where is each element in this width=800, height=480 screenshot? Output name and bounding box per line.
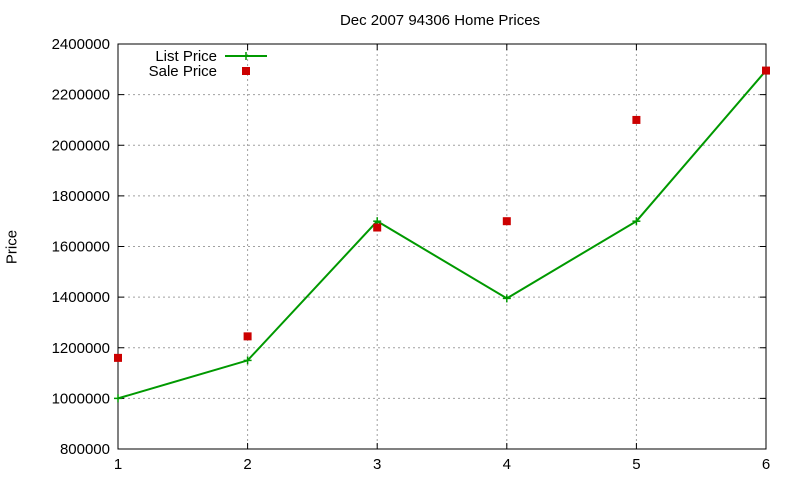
legend-marker (242, 52, 250, 60)
chart-title: Dec 2007 94306 Home Prices (339, 12, 541, 29)
tick-label-y: 2200000 (52, 87, 110, 104)
data-point (632, 217, 641, 226)
series-layer (114, 66, 770, 403)
data-point (502, 294, 511, 303)
tick-label-y: 2400000 (52, 36, 110, 53)
tick-label-y: 800000 (60, 441, 110, 458)
data-point (762, 66, 770, 75)
tick-label-y: 1600000 (52, 239, 110, 256)
tick-label-x: 4 (503, 456, 511, 473)
legend-marker (242, 67, 250, 75)
legend-label: Sale Price (149, 63, 217, 80)
tick-label-y: 1200000 (52, 340, 110, 357)
series-line (117, 69, 767, 400)
data-point (114, 394, 122, 403)
tick-label-x: 2 (243, 456, 251, 473)
data-point (373, 223, 382, 232)
tick-label-y: 1000000 (52, 390, 110, 407)
grid-lines (118, 44, 766, 449)
tick-label-x: 1 (114, 456, 122, 473)
data-point (243, 332, 252, 341)
axis-ticks: 800000 1000000 1200000 1400000 1600000 180000… (52, 36, 771, 473)
tick-label-y: 1400000 (52, 289, 110, 306)
tick-label-y: 1800000 (52, 188, 110, 205)
data-point (243, 356, 252, 365)
data-point (114, 353, 122, 362)
data-point (632, 115, 641, 124)
tick-label-x: 6 (762, 456, 770, 473)
tick-label-y: 2000000 (52, 137, 110, 154)
tick-label-x: 3 (373, 456, 381, 473)
data-point (502, 217, 511, 226)
legend-label: List Price (155, 48, 217, 65)
series-list-price (114, 66, 770, 403)
series-sale-price (114, 66, 770, 362)
tick-label-x: 5 (632, 456, 640, 473)
